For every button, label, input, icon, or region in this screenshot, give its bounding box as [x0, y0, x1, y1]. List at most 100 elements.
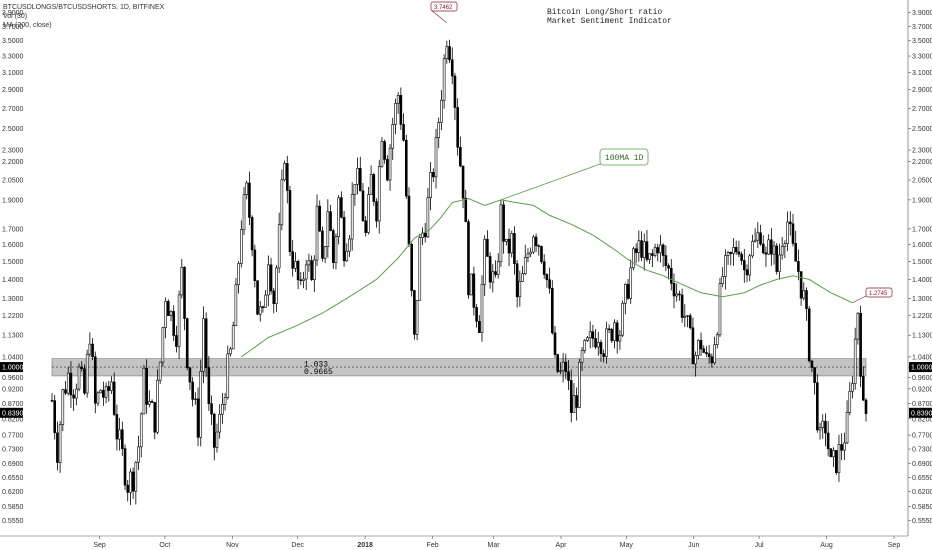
candle-body [418, 237, 422, 301]
left-tick-label: 3.9000 [2, 10, 24, 17]
candle-body [75, 388, 78, 399]
candle-body [364, 220, 368, 233]
left-tick-label: 0.5850 [2, 504, 24, 511]
candle-body [407, 195, 411, 245]
candle-body [334, 236, 338, 263]
candle-body [578, 361, 581, 408]
left-price-axis[interactable]: 3.9000 3.7000 3.5000 3.3000 3.1000 2.9000 2.70… [0, 10, 24, 525]
candle-body [432, 172, 435, 178]
candle-body [532, 236, 535, 253]
candle-body [202, 318, 205, 372]
candle-body [248, 182, 251, 218]
candle-body [196, 398, 200, 438]
candle-body [496, 261, 500, 275]
candle-body [72, 394, 75, 399]
candle-body [175, 335, 178, 347]
candle-body [651, 253, 654, 256]
candle-body [840, 444, 843, 451]
candle-body [199, 371, 203, 438]
candle-body [767, 239, 770, 255]
candle-body [799, 271, 803, 299]
right-tick-label: 0.6550 [912, 475, 932, 482]
candle-body [66, 372, 70, 394]
candle-body [488, 256, 492, 283]
candle-body [618, 334, 622, 342]
band-rect [51, 358, 867, 377]
candle-body [402, 124, 405, 141]
candle-body [337, 197, 340, 237]
left-tick-label: 0.9200 [2, 386, 24, 393]
moving-average-series [241, 197, 853, 358]
reference-tag-label: 1.0000 [2, 365, 24, 372]
right-tick-label: 1.3000 [912, 296, 932, 303]
month-label: Oct [159, 542, 170, 549]
time-axis[interactable]: Sep Oct Nov Dec 2018 Feb Mar Apr May Jun Jul Aug Sep [0, 535, 908, 549]
candle-body [780, 246, 784, 256]
candle-body [505, 238, 508, 242]
candle-body [280, 179, 284, 226]
left-tick-label: 1.3000 [2, 296, 24, 303]
candle-body [313, 259, 316, 281]
month-label: Apr [556, 542, 568, 549]
candle-body [85, 353, 89, 394]
right-tick-label: 1.9000 [912, 197, 932, 204]
ma-indicator-label[interactable]: MA (200, close) [3, 22, 52, 29]
chart-title-line-2: Market Sentiment Indicator [547, 17, 672, 26]
candle-body [123, 448, 127, 486]
candle-body [683, 315, 687, 318]
left-tick-label: 1.0400 [2, 354, 24, 361]
left-tick-label: 3.1000 [2, 70, 24, 77]
candle-body [837, 444, 841, 473]
left-tick-label: 1.7000 [2, 226, 24, 233]
candle-body [153, 402, 157, 433]
candle-body [434, 137, 438, 178]
candle-body [261, 306, 265, 308]
candle-body [705, 352, 708, 354]
right-tick-label: 0.7700 [912, 433, 932, 440]
candle-body [331, 230, 335, 263]
right-tick-label: 2.2000 [912, 159, 932, 166]
candle-body [386, 159, 389, 181]
candle-body [461, 165, 465, 199]
candle-body [383, 141, 386, 160]
ma-line [241, 197, 853, 358]
volume-indicator-label[interactable]: Vol (30) [3, 13, 28, 20]
right-tick-label: 0.6900 [912, 461, 932, 468]
candle-body [269, 264, 273, 292]
candle-body [510, 233, 514, 254]
right-price-axis[interactable]: 3.9000 3.7000 3.5000 3.3000 3.1000 2.9000 2.70… [907, 0, 932, 536]
right-tick-label: 0.5550 [912, 518, 932, 525]
candle-body [329, 211, 332, 231]
candle-body [567, 371, 570, 381]
left-tick-label: 0.6200 [2, 489, 24, 496]
candle-body [859, 312, 862, 377]
candle-body [104, 386, 108, 398]
candle-body [591, 331, 595, 339]
candle-body [237, 263, 240, 286]
candle-body [615, 322, 619, 342]
candle-body [518, 281, 522, 298]
symbol-label[interactable]: BTCUSDLONGS/BTCUSDSHORTS, 1D, BITFINEX [3, 4, 165, 11]
candle-body [188, 367, 192, 383]
candle-body [848, 390, 852, 413]
candle-body [764, 252, 768, 255]
candle-body [183, 266, 186, 319]
candle-body [404, 139, 408, 197]
candle-body [494, 271, 497, 275]
candle-body [380, 141, 384, 167]
candle-body [550, 287, 554, 334]
candle-body [583, 340, 587, 351]
candle-body [291, 251, 294, 269]
candle-body [64, 389, 67, 394]
candle-body [469, 273, 473, 296]
candle-body [645, 241, 649, 260]
candle-body [634, 248, 638, 253]
candle-body [250, 217, 254, 251]
candle-body [456, 107, 459, 148]
candle-body [483, 238, 486, 285]
candle-body [805, 290, 808, 310]
candle-body [50, 400, 54, 402]
candle-body [542, 261, 546, 275]
candle-body [107, 386, 111, 391]
